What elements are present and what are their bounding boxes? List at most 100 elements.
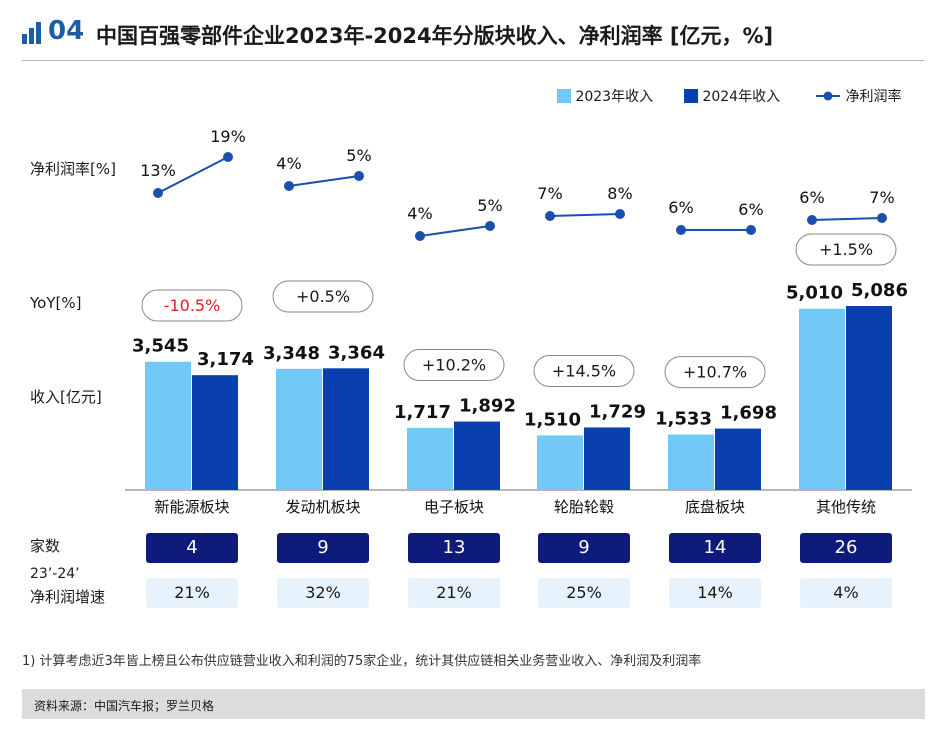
margin-point-2024-2: [354, 171, 364, 181]
margin-point-2024-6: [877, 213, 887, 223]
margin-point-2023-2: [284, 181, 294, 191]
yoy-label-3: +10.2%: [422, 356, 486, 375]
yoy-label-6: +1.5%: [819, 240, 873, 259]
yoy-label-1: -10.5%: [164, 296, 221, 315]
margin-line-1: [157, 156, 229, 194]
bar-label-2024-4: 1,729: [589, 401, 646, 422]
bar-2023-5: [668, 434, 714, 490]
company-count-5: 14: [669, 533, 761, 563]
bar-chart-icon: [22, 22, 41, 44]
source-text: 资料来源：中国汽车报；罗兰贝格: [34, 699, 215, 713]
margin-point-2024-3: [485, 221, 495, 231]
legend-item-margin: 净利润率: [815, 86, 901, 106]
category-label-5: 底盘板块: [685, 498, 745, 516]
bar-label-2024-3: 1,892: [459, 396, 516, 417]
yoy-pill-2: [272, 280, 374, 313]
bar-label-2023-3: 1,717: [394, 402, 451, 423]
margin-row-label: 净利润率[%]: [30, 160, 116, 178]
profit-growth-6: 4%: [800, 578, 892, 608]
legend-swatch-2023: [557, 89, 571, 103]
margin-label-2023-5: 6%: [668, 198, 693, 217]
bar-label-2024-1: 3,174: [197, 349, 254, 370]
bar-label-2023-2: 3,348: [263, 343, 320, 364]
profit-growth-1: 21%: [146, 578, 238, 608]
legend-label-margin: 净利润率: [845, 89, 902, 105]
category-label-3: 电子板块: [424, 498, 484, 516]
company-count-1: 4: [146, 533, 238, 563]
bar-2023-2: [276, 368, 322, 490]
bar-2024-3: [454, 421, 500, 490]
bar-label-2024-2: 3,364: [328, 342, 385, 363]
bar-label-2024-6: 5,086: [851, 280, 908, 301]
yoy-row-label: YoY[%]: [30, 294, 82, 312]
company-count-6: 26: [800, 533, 892, 563]
margin-point-2024-4: [615, 209, 625, 219]
margin-line-6: [811, 217, 883, 221]
bar-2023-6: [799, 308, 845, 490]
margin-point-2023-4: [545, 211, 555, 221]
legend-item-2024: 2024年收入: [684, 86, 780, 106]
yoy-label-5: +10.7%: [683, 363, 747, 382]
source-bar: [22, 689, 925, 719]
bar-label-2023-6: 5,010: [786, 283, 843, 304]
margin-label-2024-5: 6%: [738, 200, 763, 219]
count-row-label: 家数: [30, 537, 61, 555]
margin-label-2023-1: 13%: [140, 161, 176, 180]
margin-label-2024-6: 7%: [869, 188, 894, 207]
bar-2024-1: [192, 375, 238, 490]
margin-label-2024-3: 5%: [477, 196, 502, 215]
bar-label-2023-5: 1,533: [655, 409, 712, 430]
bar-label-2024-5: 1,698: [720, 403, 777, 424]
margin-label-2023-3: 4%: [407, 204, 432, 223]
page-title: 中国百强零部件企业2023年-2024年分版块收入、净利润率 [亿元，%]: [96, 24, 774, 48]
margin-label-2023-4: 7%: [537, 184, 562, 203]
legend-swatch-2024: [684, 89, 698, 103]
bar-2024-6: [846, 306, 892, 490]
bar-label-2023-1: 3,545: [132, 336, 189, 357]
margin-point-2023-6: [807, 215, 817, 225]
margin-line-2: [288, 175, 360, 187]
margin-point-2023-1: [153, 188, 163, 198]
profit-growth-4: 25%: [538, 578, 630, 608]
legend-label-2024: 2024年收入: [702, 89, 781, 105]
profit-growth-5: 14%: [669, 578, 761, 608]
category-label-2: 发动机板块: [285, 498, 360, 516]
bar-2023-3: [407, 427, 453, 490]
legend-item-2023: 2023年收入: [557, 86, 653, 106]
profit-growth-3: 21%: [408, 578, 500, 608]
margin-point-2024-1: [223, 152, 233, 162]
growth-row-label-line2: 净利润增速: [30, 588, 106, 606]
bar-2024-4: [584, 427, 630, 490]
category-label-1: 新能源板块: [154, 498, 229, 516]
bar-2023-1: [145, 361, 191, 490]
yoy-label-2: +0.5%: [296, 287, 350, 306]
bar-2023-4: [537, 435, 583, 490]
margin-label-2024-4: 8%: [607, 184, 632, 203]
legend-label-2023: 2023年收入: [575, 89, 654, 105]
title-divider: [22, 60, 924, 61]
bar-label-2023-4: 1,510: [524, 409, 581, 430]
growth-row-label-line1: 23’-24’: [30, 566, 80, 582]
category-label-6: 其他传统: [816, 498, 876, 516]
yoy-pill-5: [664, 356, 766, 389]
company-count-3: 13: [408, 533, 500, 563]
chart-canvas: 3,545 3,174 新能源板块 -10.5% 13% 19% 3,348 3,364 发动机…: [125, 127, 912, 516]
margin-label-2023-2: 4%: [276, 154, 301, 173]
legend-line-marker-icon: [816, 91, 840, 101]
margin-line-3: [419, 225, 491, 237]
margin-point-2023-3: [415, 231, 425, 241]
yoy-pill-3: [403, 349, 505, 382]
revenue-row-label: 收入[亿元]: [30, 388, 102, 406]
margin-point-2024-5: [746, 225, 756, 235]
yoy-pill-1: [141, 289, 243, 322]
yoy-pill-4: [533, 354, 635, 387]
company-count-2: 9: [277, 533, 369, 563]
footnote: 1) 计算考虑近3年皆上榜且公布供应链营业收入和利润的75家企业，统计其供应链相…: [22, 654, 702, 669]
yoy-label-4: +14.5%: [552, 361, 616, 380]
margin-line-4: [549, 213, 621, 217]
margin-label-2023-6: 6%: [799, 188, 824, 207]
profit-growth-2: 32%: [277, 578, 369, 608]
bar-2024-5: [715, 428, 761, 490]
section-number: 04: [48, 16, 85, 46]
